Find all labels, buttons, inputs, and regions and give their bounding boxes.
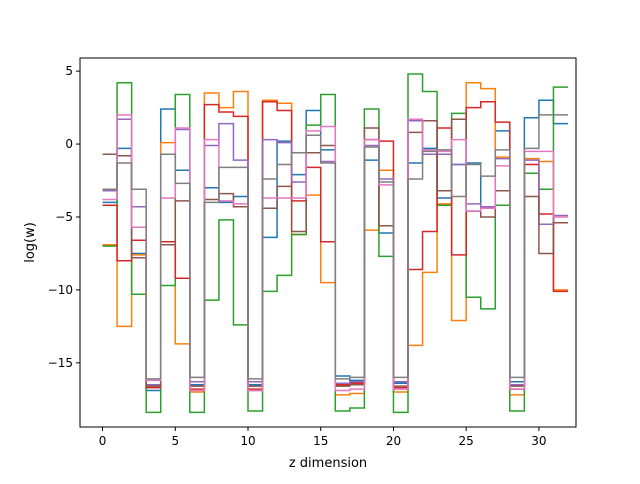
x-tick-label: 30	[531, 434, 546, 448]
plot-frame	[79, 57, 577, 428]
x-tick-label: 0	[99, 434, 107, 448]
y-tick-label: −10	[48, 283, 73, 297]
y-tick-label: −5	[55, 210, 73, 224]
x-tick-label: 15	[313, 434, 328, 448]
y-axis-label: log(w)	[23, 222, 38, 263]
series-line-7	[102, 114, 568, 392]
y-tick-label: −15	[48, 356, 73, 370]
x-tick-label: 5	[171, 434, 179, 448]
y-tick-label: 0	[65, 137, 73, 151]
x-axis-label: z dimension	[289, 456, 367, 471]
series-line-8	[102, 114, 568, 380]
x-axis-ticks: 0 5 10 15 20 25 30	[99, 427, 547, 448]
x-tick-label: 20	[386, 434, 401, 448]
x-tick-label: 25	[459, 434, 474, 448]
y-tick-label: 5	[65, 64, 73, 78]
y-axis-ticks: 5 0 −5 −10 −15	[48, 64, 80, 370]
x-tick-label: 10	[240, 434, 255, 448]
series-layer	[102, 73, 568, 414]
